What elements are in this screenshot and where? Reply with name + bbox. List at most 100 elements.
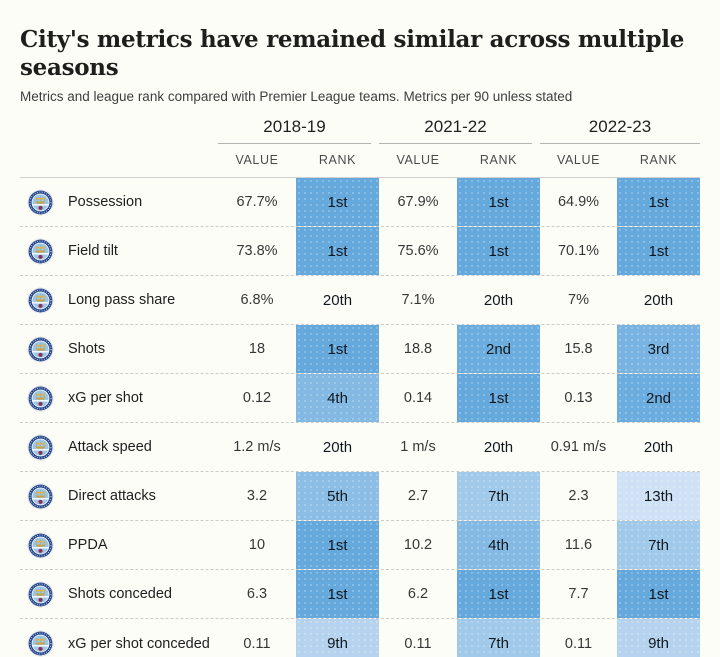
manchester-city-crest-icon: [27, 483, 54, 510]
page-subtitle: Metrics and league rank compared with Pr…: [20, 89, 573, 105]
value-cell-2021-22: 75.6%: [397, 243, 439, 260]
value-cell-2022-23: 0.13: [564, 390, 593, 407]
manchester-city-crest-icon: [27, 336, 54, 363]
rank-cell-2018-19: 20th: [322, 291, 353, 309]
table-row: Long pass share 6.8% 20th 7.1% 20th 7% 2…: [20, 276, 700, 326]
value-cell-2021-22: 10.2: [403, 537, 433, 554]
manchester-city-crest-icon: [27, 630, 54, 657]
metric-label: Shots: [68, 341, 106, 358]
manchester-city-crest-icon: [27, 581, 54, 608]
rank-cell-2018-19: 9th: [296, 619, 379, 657]
value-cell-2022-23: 0.11: [564, 635, 593, 652]
rank-cell-2022-23: 1st: [617, 570, 700, 619]
rank-cell-2021-22: 1st: [457, 374, 540, 423]
table-row: Field tilt 73.8% 1st 75.6% 1st 70.1% 1st: [20, 227, 700, 277]
rank-cell-2021-22: 20th: [483, 438, 514, 456]
value-cell-2018-19: 6.3: [246, 586, 268, 603]
value-cell-2018-19: 0.11: [243, 635, 271, 652]
value-cell-2022-23: 7.7: [568, 586, 589, 603]
value-cell-2018-19: 6.8%: [240, 292, 274, 309]
rank-cell-2022-23: 20th: [643, 291, 674, 309]
table-header: 2018-19 2021-22 2022-23 VALUE RANK VALUE…: [20, 117, 700, 179]
table-row: Attack speed 1.2 m/s 20th 1 m/s 20th 0.9…: [20, 423, 700, 473]
badge-cell: [20, 521, 68, 569]
badge-cell: [20, 325, 68, 373]
rank-cell-2021-22: 1st: [457, 178, 540, 227]
badge-cell: [20, 472, 68, 520]
value-cell-2022-23: 70.1%: [557, 243, 600, 260]
value-cell-2022-23: 11.6: [564, 537, 593, 554]
table-row: Possession 67.7% 1st 67.9% 1st 64.9% 1st: [20, 178, 700, 228]
season-header-2021-22: 2021-22: [379, 117, 532, 145]
manchester-city-crest-icon: [27, 238, 54, 265]
value-cell-2021-22: 1 m/s: [400, 439, 436, 456]
metric-label: Attack speed: [68, 439, 152, 456]
table-body: Possession 67.7% 1st 67.9% 1st 64.9% 1st: [20, 178, 700, 657]
rank-cell-2022-23: 2nd: [617, 374, 700, 423]
manchester-city-crest-icon: [27, 189, 54, 216]
rank-cell-2022-23: 7th: [617, 521, 700, 570]
metric-label: Possession: [68, 194, 143, 211]
value-cell-2018-19: 1.2 m/s: [233, 439, 281, 456]
value-cell-2018-19: 3.2: [246, 488, 268, 505]
table-row: xG per shot 0.12 4th 0.14 1st 0.13 2nd: [20, 374, 700, 424]
value-cell-2022-23: 15.8: [564, 341, 593, 358]
rank-cell-2021-22: 7th: [457, 472, 540, 521]
badge-cell: [20, 227, 68, 275]
badge-cell: [20, 619, 68, 657]
value-column-header: VALUE: [235, 153, 279, 168]
rank-cell-2018-19: 1st: [296, 570, 379, 619]
rank-cell-2022-23: 1st: [617, 227, 700, 276]
rank-cell-2018-19: 4th: [296, 374, 379, 423]
metrics-infographic: City's metrics have remained similar acr…: [0, 26, 720, 657]
manchester-city-crest-icon: [27, 385, 54, 412]
badge-cell: [20, 178, 68, 226]
value-cell-2018-19: 0.12: [242, 390, 272, 407]
season-header-2018-19: 2018-19: [218, 117, 371, 145]
table-row: Direct attacks 3.2 5th 2.7 7th 2.3 13th: [20, 472, 700, 522]
badge-cell: [20, 276, 68, 324]
rank-cell-2018-19: 1st: [296, 521, 379, 570]
value-cell-2021-22: 2.7: [407, 488, 429, 505]
rank-cell-2021-22: 4th: [457, 521, 540, 570]
metric-label: PPDA: [68, 537, 108, 554]
rank-cell-2021-22: 7th: [457, 619, 540, 657]
value-cell-2022-23: 7%: [568, 292, 589, 309]
rank-cell-2018-19: 1st: [296, 227, 379, 276]
table-row: xG per shot conceded 0.11 9th 0.11 7th 0…: [20, 619, 700, 657]
metric-label: xG per shot conceded: [68, 635, 210, 652]
value-cell-2018-19: 18: [248, 341, 266, 358]
value-cell-2021-22: 18.8: [403, 341, 433, 358]
metric-label: Long pass share: [68, 292, 176, 309]
value-cell-2022-23: 2.3: [568, 488, 589, 505]
metric-label: Direct attacks: [68, 488, 156, 505]
value-column-header: VALUE: [396, 153, 440, 168]
rank-cell-2018-19: 1st: [296, 178, 379, 227]
badge-cell: [20, 423, 68, 471]
page-title: City's metrics have remained similar acr…: [20, 26, 685, 81]
value-cell-2021-22: 7.1%: [401, 292, 435, 309]
value-cell-2018-19: 73.8%: [236, 243, 278, 260]
rank-cell-2022-23: 13th: [617, 472, 700, 521]
badge-cell: [20, 374, 68, 422]
rank-cell-2021-22: 1st: [457, 227, 540, 276]
table-row: PPDA 10 1st 10.2 4th 11.6 7th: [20, 521, 700, 571]
rank-cell-2021-22: 2nd: [457, 325, 540, 374]
rank-column-header: RANK: [318, 153, 357, 168]
value-cell-2022-23: 64.9%: [557, 194, 600, 211]
season-header-2022-23: 2022-23: [540, 117, 700, 145]
value-cell-2021-22: 67.9%: [397, 194, 439, 211]
badge-cell: [20, 570, 68, 618]
rank-cell-2022-23: 1st: [617, 178, 700, 227]
manchester-city-crest-icon: [27, 532, 54, 559]
value-cell-2022-23: 0.91 m/s: [550, 439, 607, 456]
metric-label: xG per shot: [68, 390, 143, 407]
rank-column-header: RANK: [639, 153, 678, 168]
rank-cell-2018-19: 1st: [296, 325, 379, 374]
value-cell-2021-22: 0.14: [403, 390, 433, 407]
rank-cell-2022-23: 9th: [617, 619, 700, 657]
header-divider: [20, 177, 700, 179]
value-cell-2021-22: 0.11: [404, 635, 432, 652]
manchester-city-crest-icon: [27, 287, 54, 314]
rank-cell-2022-23: 3rd: [617, 325, 700, 374]
